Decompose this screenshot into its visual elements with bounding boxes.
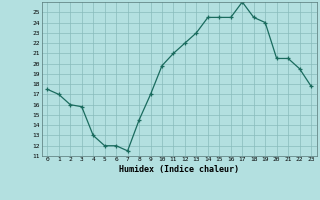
X-axis label: Humidex (Indice chaleur): Humidex (Indice chaleur) <box>119 165 239 174</box>
